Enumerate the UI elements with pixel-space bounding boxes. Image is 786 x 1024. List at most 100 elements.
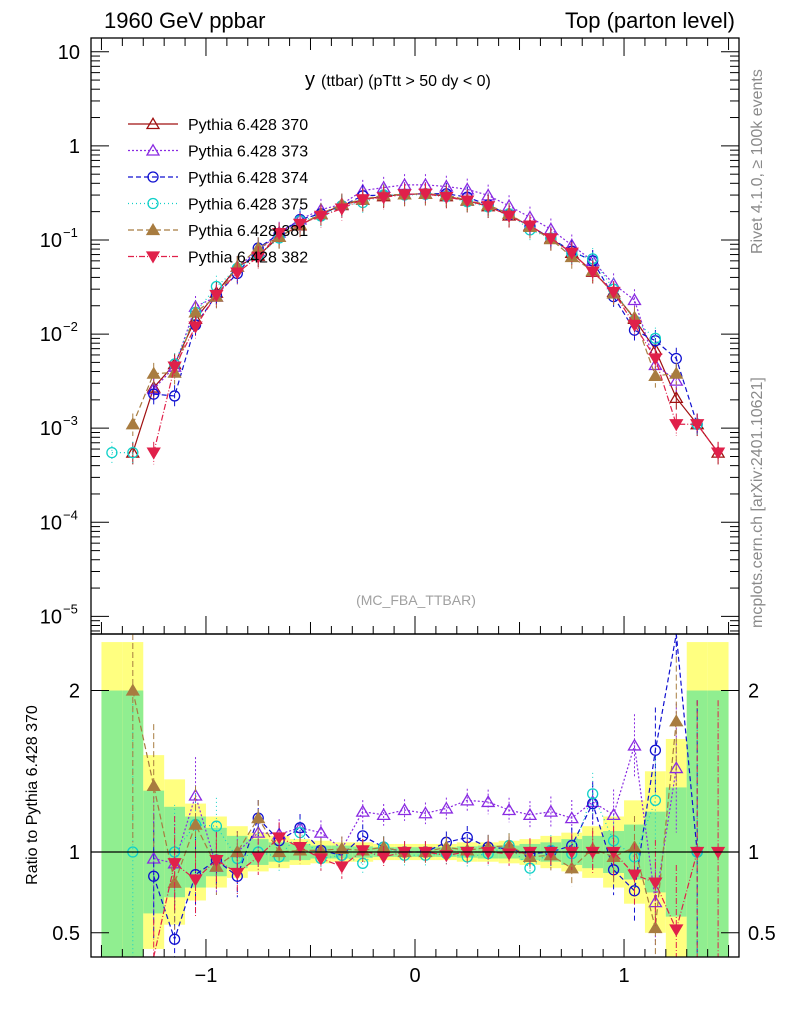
data-point bbox=[690, 419, 705, 432]
header-right: Top (parton level) bbox=[565, 8, 735, 33]
data-point bbox=[669, 419, 684, 432]
ratio-line bbox=[153, 836, 719, 958]
data-point bbox=[669, 390, 684, 404]
series-pythia-6-428-374 bbox=[148, 183, 703, 437]
ratio-point bbox=[251, 811, 266, 824]
rivet-label: Rivet 4.1.0, ≥ 100k events bbox=[749, 69, 766, 254]
legend-entry: Pythia 6.428 382 bbox=[128, 250, 308, 267]
ratio-series-layer bbox=[91, 633, 739, 958]
ratio-series-pythia-6-428-381 bbox=[125, 634, 684, 957]
data-point bbox=[710, 447, 726, 460]
legend-label: Pythia 6.428 374 bbox=[188, 170, 308, 187]
ratio-panel: 2 2 1 1 0.5 0.5 −1 0 1 Ratio to Pythia 6.428 370 bbox=[24, 633, 776, 987]
data-point bbox=[292, 218, 308, 231]
ratio-point bbox=[669, 761, 684, 774]
band-inner bbox=[101, 690, 123, 957]
legend-entry: Pythia 6.428 375 bbox=[128, 197, 308, 214]
ratio-point bbox=[648, 877, 663, 890]
ratio-point bbox=[648, 920, 663, 934]
data-point bbox=[627, 319, 642, 332]
ratio-ytick-label-right: 0.5 bbox=[748, 923, 776, 945]
ratio-ytick-label: 2 bbox=[69, 681, 80, 703]
data-point bbox=[148, 388, 160, 400]
ratio-point bbox=[313, 825, 329, 838]
ratio-point bbox=[439, 850, 454, 863]
ratio-point bbox=[397, 803, 412, 816]
data-point bbox=[648, 353, 663, 366]
main-ytick-exponent: −3 bbox=[63, 413, 78, 428]
ratio-point bbox=[210, 820, 223, 832]
ratio-ytick-label-right: 1 bbox=[748, 842, 759, 864]
ratio-point bbox=[376, 807, 391, 821]
data-point bbox=[188, 321, 203, 334]
data-point bbox=[669, 366, 684, 379]
legend-label: Pythia 6.428 370 bbox=[188, 117, 308, 134]
data-point bbox=[146, 447, 161, 460]
analysis-tag: (MC_FBA_TTBAR) bbox=[356, 592, 476, 608]
ratio-point bbox=[313, 853, 329, 866]
ratio-point bbox=[355, 804, 370, 817]
ratio-point bbox=[564, 811, 579, 824]
ratio-point bbox=[148, 870, 160, 882]
x-tick-label: −1 bbox=[195, 965, 218, 987]
ratio-point bbox=[481, 794, 496, 808]
ratio-point bbox=[230, 867, 245, 881]
data-point bbox=[271, 228, 287, 241]
ratio-frame bbox=[90, 633, 740, 958]
main-ytick-exponent: −4 bbox=[63, 507, 78, 522]
ratio-point bbox=[271, 832, 287, 845]
legend-marker bbox=[145, 223, 161, 236]
series-pythia-6-428-381 bbox=[125, 183, 684, 437]
legend-marker bbox=[147, 197, 159, 210]
data-point bbox=[649, 332, 662, 345]
legend-label: Pythia 6.428 375 bbox=[188, 197, 308, 214]
ratio-line bbox=[153, 633, 698, 942]
ratio-point bbox=[543, 804, 559, 817]
ratio-point bbox=[334, 841, 349, 854]
data-point bbox=[230, 267, 245, 280]
main-series-layer bbox=[106, 174, 726, 465]
data-point bbox=[501, 210, 517, 223]
data-point bbox=[418, 188, 433, 201]
ratio-point bbox=[460, 793, 475, 806]
ratio-point bbox=[125, 683, 140, 696]
main-ytick-label: 10 bbox=[40, 512, 62, 534]
ratio-point bbox=[627, 869, 642, 882]
data-point bbox=[606, 286, 621, 299]
data-point bbox=[543, 233, 559, 246]
series-pythia-6-428-382 bbox=[146, 183, 726, 465]
legend-label: Pythia 6.428 373 bbox=[188, 144, 308, 161]
main-ytick-label: 10 bbox=[40, 418, 62, 440]
ratio-ytick-label: 0.5 bbox=[52, 923, 80, 945]
series-line bbox=[174, 193, 656, 365]
data-point bbox=[585, 266, 600, 279]
main-ytick-label: 10 bbox=[58, 42, 80, 64]
x-tick-label: 1 bbox=[618, 965, 629, 987]
legend-marker bbox=[147, 171, 159, 183]
legend-marker bbox=[145, 143, 161, 156]
ratio-ytick-label-right: 2 bbox=[748, 681, 759, 703]
legend-entry: Pythia 6.428 370 bbox=[128, 117, 308, 134]
ratio-point bbox=[294, 822, 306, 834]
data-point bbox=[167, 361, 182, 374]
ratio-point bbox=[251, 825, 266, 838]
ratio-point bbox=[669, 924, 684, 937]
ratio-line bbox=[153, 745, 677, 903]
legend-label: Pythia 6.428 381 bbox=[188, 223, 308, 240]
x-tick-label: 0 bbox=[409, 965, 420, 987]
legend-entry: Pythia 6.428 374 bbox=[128, 170, 308, 187]
legend-entry: Pythia 6.428 373 bbox=[128, 144, 308, 161]
main-ytick-label: 10 bbox=[40, 606, 62, 628]
ratio-point bbox=[501, 803, 517, 816]
main-ytick-exponent: −2 bbox=[63, 319, 78, 334]
main-ytick-exponent: −5 bbox=[63, 601, 78, 616]
plot-title-sub: (ttbar) (pTtt > 50 dy < 0) bbox=[321, 73, 491, 90]
data-point bbox=[125, 417, 140, 430]
data-point bbox=[460, 195, 475, 208]
ratio-line bbox=[132, 690, 677, 929]
data-point bbox=[648, 368, 663, 381]
data-point bbox=[168, 390, 181, 402]
data-point bbox=[564, 247, 579, 260]
